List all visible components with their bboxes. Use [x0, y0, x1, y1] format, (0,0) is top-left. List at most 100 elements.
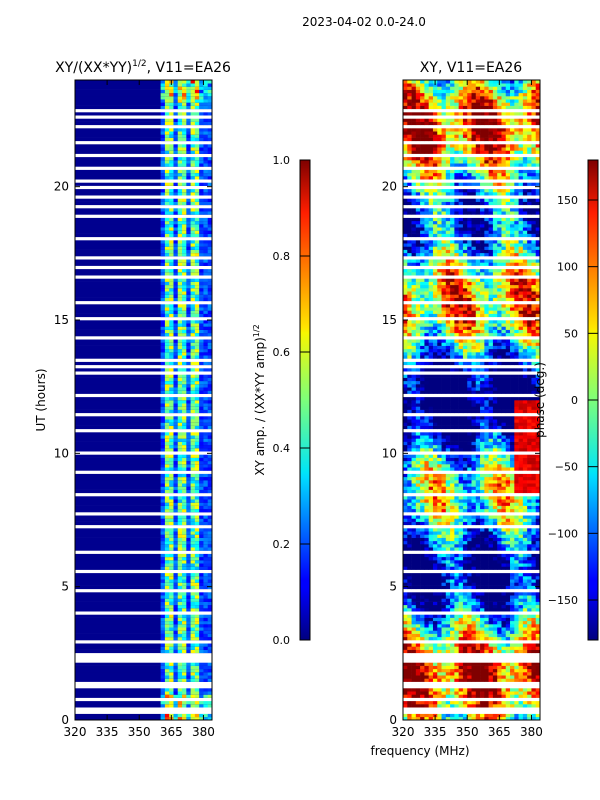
heatmap-cell: [484, 489, 489, 494]
heatmap-cell: [441, 579, 447, 583]
heatmap-cell: [186, 646, 191, 650]
heatmap-cell: [199, 499, 204, 503]
heatmap-cell: [420, 617, 425, 622]
heatmap-cell: [169, 361, 174, 366]
heatmap-cell: [186, 396, 191, 401]
heatmap-cell: [450, 566, 455, 570]
heatmap-cell: [467, 457, 472, 462]
heatmap-cell: [484, 496, 489, 500]
heatmap-cell: [454, 502, 459, 506]
heatmap-cell: [199, 422, 204, 426]
heatmap-cell: [207, 560, 212, 564]
heatmap-cell: [190, 620, 196, 625]
heatmap-cell: [428, 496, 434, 500]
heatmap-row: [75, 544, 212, 548]
heatmap-cell: [510, 448, 515, 452]
heatmap-cell: [190, 99, 196, 103]
heatmap-cell: [164, 400, 170, 404]
heatmap-cell: [194, 502, 200, 506]
heatmap-cell: [480, 614, 485, 618]
heatmap-cell: [203, 444, 209, 449]
heatmap-cell: [411, 560, 417, 564]
heatmap-cell: [518, 464, 524, 468]
heatmap-cell: [450, 691, 455, 695]
heatmap-cell: [403, 630, 408, 634]
heatmap-cell: [497, 387, 502, 391]
heatmap-cell: [203, 448, 209, 452]
heatmap-cell: [488, 422, 494, 426]
heatmap-cell: [454, 457, 459, 462]
heatmap-cell: [458, 713, 464, 718]
heatmap-cell: [160, 201, 166, 206]
heatmap-gap-row: [75, 524, 212, 529]
heatmap-cell: [432, 566, 438, 570]
heatmap-cell: [207, 243, 212, 247]
heatmap-cell: [432, 361, 438, 366]
heatmap-cell: [411, 579, 417, 583]
heatmap-cell: [164, 454, 170, 458]
heatmap-cell: [160, 137, 166, 142]
heatmap-cell: [527, 563, 532, 567]
heatmap-row: [75, 323, 212, 327]
heatmap-row: [75, 160, 212, 164]
heatmap-cell: [164, 662, 170, 666]
heatmap-cell: [518, 540, 524, 545]
heatmap-cell: [203, 89, 209, 94]
heatmap-cell: [450, 598, 455, 602]
heatmap-cell: [450, 473, 455, 478]
heatmap-cell: [207, 435, 212, 439]
heatmap-cell: [173, 592, 179, 596]
heatmap-cell: [199, 390, 204, 394]
heatmap-cell: [510, 553, 515, 558]
heatmap-cell: [522, 419, 528, 423]
heatmap-cell: [454, 460, 459, 465]
heatmap-cell: [420, 560, 425, 564]
heatmap-cell: [407, 627, 412, 631]
heatmap-cell: [432, 672, 438, 676]
heatmap-cell: [177, 131, 183, 135]
heatmap-cell: [428, 368, 434, 372]
heatmap-cell: [182, 518, 187, 522]
heatmap-cell: [510, 505, 515, 510]
heatmap-cell: [432, 502, 438, 506]
heatmap-cell: [437, 457, 442, 462]
heatmap-cell: [497, 409, 502, 414]
heatmap-cell: [445, 528, 451, 532]
heatmap-cell: [437, 518, 442, 522]
heatmap-cell: [428, 627, 434, 631]
heatmap-cell: [484, 528, 489, 532]
heatmap-cell: [445, 556, 451, 561]
heatmap-cell: [403, 390, 408, 394]
heatmap-cell: [531, 419, 537, 423]
heatmap-cell: [207, 246, 212, 250]
heatmap-cell: [173, 499, 179, 503]
heatmap-cell: [190, 243, 196, 247]
heatmap-cell: [535, 374, 540, 378]
heatmap-cell: [190, 208, 196, 212]
heatmap-cell: [510, 713, 515, 718]
heatmap-cell: [186, 556, 191, 561]
heatmap-cell: [203, 307, 209, 311]
heatmap-cell: [415, 544, 421, 548]
heatmap-cell: [164, 348, 170, 353]
heatmap-cell: [535, 636, 540, 641]
heatmap-cell: [428, 620, 434, 625]
heatmap-cell: [475, 636, 481, 641]
heatmap-cell: [510, 572, 515, 577]
heatmap-cell: [182, 246, 187, 250]
heatmap-cell: [182, 172, 187, 177]
heatmap-cell: [403, 403, 408, 407]
heatmap-cell: [522, 675, 528, 679]
heatmap-cell: [199, 460, 204, 465]
heatmap-cell: [411, 368, 417, 372]
heatmap-cell: [501, 668, 507, 673]
heatmap-cell: [501, 662, 507, 666]
heatmap-cell: [207, 636, 212, 641]
heatmap-cell: [531, 515, 537, 519]
heatmap-cell: [194, 444, 200, 449]
heatmap-cell: [203, 268, 209, 273]
heatmap-cell: [203, 278, 209, 282]
heatmap-cell: [492, 480, 498, 484]
heatmap-cell: [186, 342, 191, 346]
heatmap-cell: [480, 496, 485, 500]
